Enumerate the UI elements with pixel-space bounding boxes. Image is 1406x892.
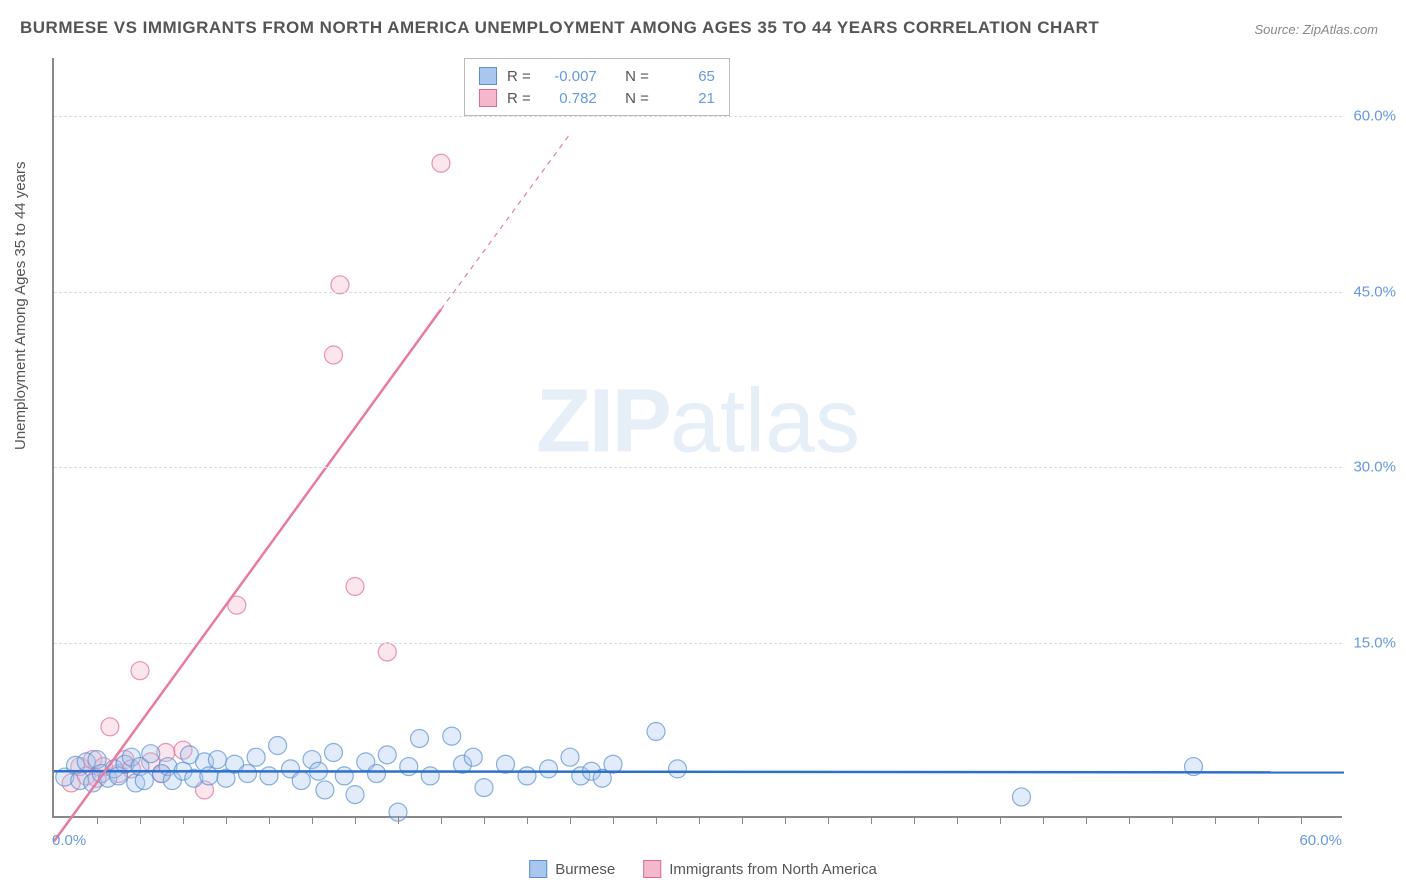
y-tick-label: 45.0% (1353, 283, 1396, 300)
y-axis-label: Unemployment Among Ages 35 to 44 years (12, 161, 29, 450)
data-point (269, 737, 287, 755)
data-point (421, 767, 439, 785)
data-point (1013, 788, 1031, 806)
x-tick (226, 816, 227, 824)
y-tick-label: 15.0% (1353, 634, 1396, 651)
data-point (239, 765, 257, 783)
x-tick (1172, 816, 1173, 824)
data-point (292, 772, 310, 790)
data-point (260, 767, 278, 785)
legend-label-na: Immigrants from North America (669, 861, 877, 878)
x-tick (871, 816, 872, 824)
legend-item-burmese: Burmese (529, 860, 615, 878)
x-tick (1129, 816, 1130, 824)
chart-svg (54, 58, 1342, 816)
x-tick (1086, 816, 1087, 824)
x-tick (742, 816, 743, 824)
y-tick-label: 30.0% (1353, 459, 1396, 476)
gridline (54, 292, 1342, 293)
chart-title: BURMESE VS IMMIGRANTS FROM NORTH AMERICA… (20, 18, 1099, 38)
data-point (400, 758, 418, 776)
x-tick (484, 816, 485, 824)
x-tick (914, 816, 915, 824)
data-point (518, 767, 536, 785)
data-point (101, 718, 119, 736)
data-point (443, 727, 461, 745)
data-point (316, 781, 334, 799)
x-tick (957, 816, 958, 824)
legend-swatch-na (643, 860, 661, 878)
x-tick (1258, 816, 1259, 824)
x-tick (527, 816, 528, 824)
x-tick (183, 816, 184, 824)
gridline (54, 467, 1342, 468)
data-point (411, 729, 429, 747)
x-tick (355, 816, 356, 824)
data-point (540, 760, 558, 778)
x-tick (1000, 816, 1001, 824)
plot-area: ZIPatlas R = -0.007 N = 65 R = 0.782 N =… (52, 58, 1342, 818)
regression-line (54, 771, 1344, 772)
y-tick-label: 60.0% (1353, 108, 1396, 125)
data-point (135, 772, 153, 790)
data-point (325, 346, 343, 364)
x-tick (785, 816, 786, 824)
data-point (368, 765, 386, 783)
x-tick (570, 816, 571, 824)
data-point (247, 748, 265, 766)
x-tick (828, 816, 829, 824)
x-axis-max-label: 60.0% (1299, 832, 1342, 849)
x-tick (97, 816, 98, 824)
legend-item-na: Immigrants from North America (643, 860, 877, 878)
legend-label-burmese: Burmese (555, 861, 615, 878)
x-tick (1043, 816, 1044, 824)
x-tick (269, 816, 270, 824)
data-point (378, 746, 396, 764)
x-tick (656, 816, 657, 824)
data-point (378, 643, 396, 661)
data-point (325, 744, 343, 762)
data-point (142, 745, 160, 763)
x-axis-min-label: 0.0% (52, 832, 86, 849)
data-point (561, 748, 579, 766)
data-point (346, 577, 364, 595)
data-point (669, 760, 687, 778)
regression-line (441, 134, 570, 309)
data-point (475, 779, 493, 797)
x-tick (441, 816, 442, 824)
data-point (131, 662, 149, 680)
data-point (335, 767, 353, 785)
x-tick (1301, 816, 1302, 824)
x-tick (140, 816, 141, 824)
data-point (647, 722, 665, 740)
gridline (54, 643, 1342, 644)
x-tick (699, 816, 700, 824)
data-point (432, 154, 450, 172)
bottom-legend: Burmese Immigrants from North America (529, 860, 877, 878)
legend-swatch-burmese (529, 860, 547, 878)
x-tick (312, 816, 313, 824)
data-point (208, 751, 226, 769)
data-point (200, 767, 218, 785)
x-tick (613, 816, 614, 824)
gridline (54, 116, 1342, 117)
data-point (346, 786, 364, 804)
x-tick (1215, 816, 1216, 824)
data-point (464, 748, 482, 766)
source-attribution: Source: ZipAtlas.com (1254, 22, 1378, 37)
x-tick (398, 816, 399, 824)
